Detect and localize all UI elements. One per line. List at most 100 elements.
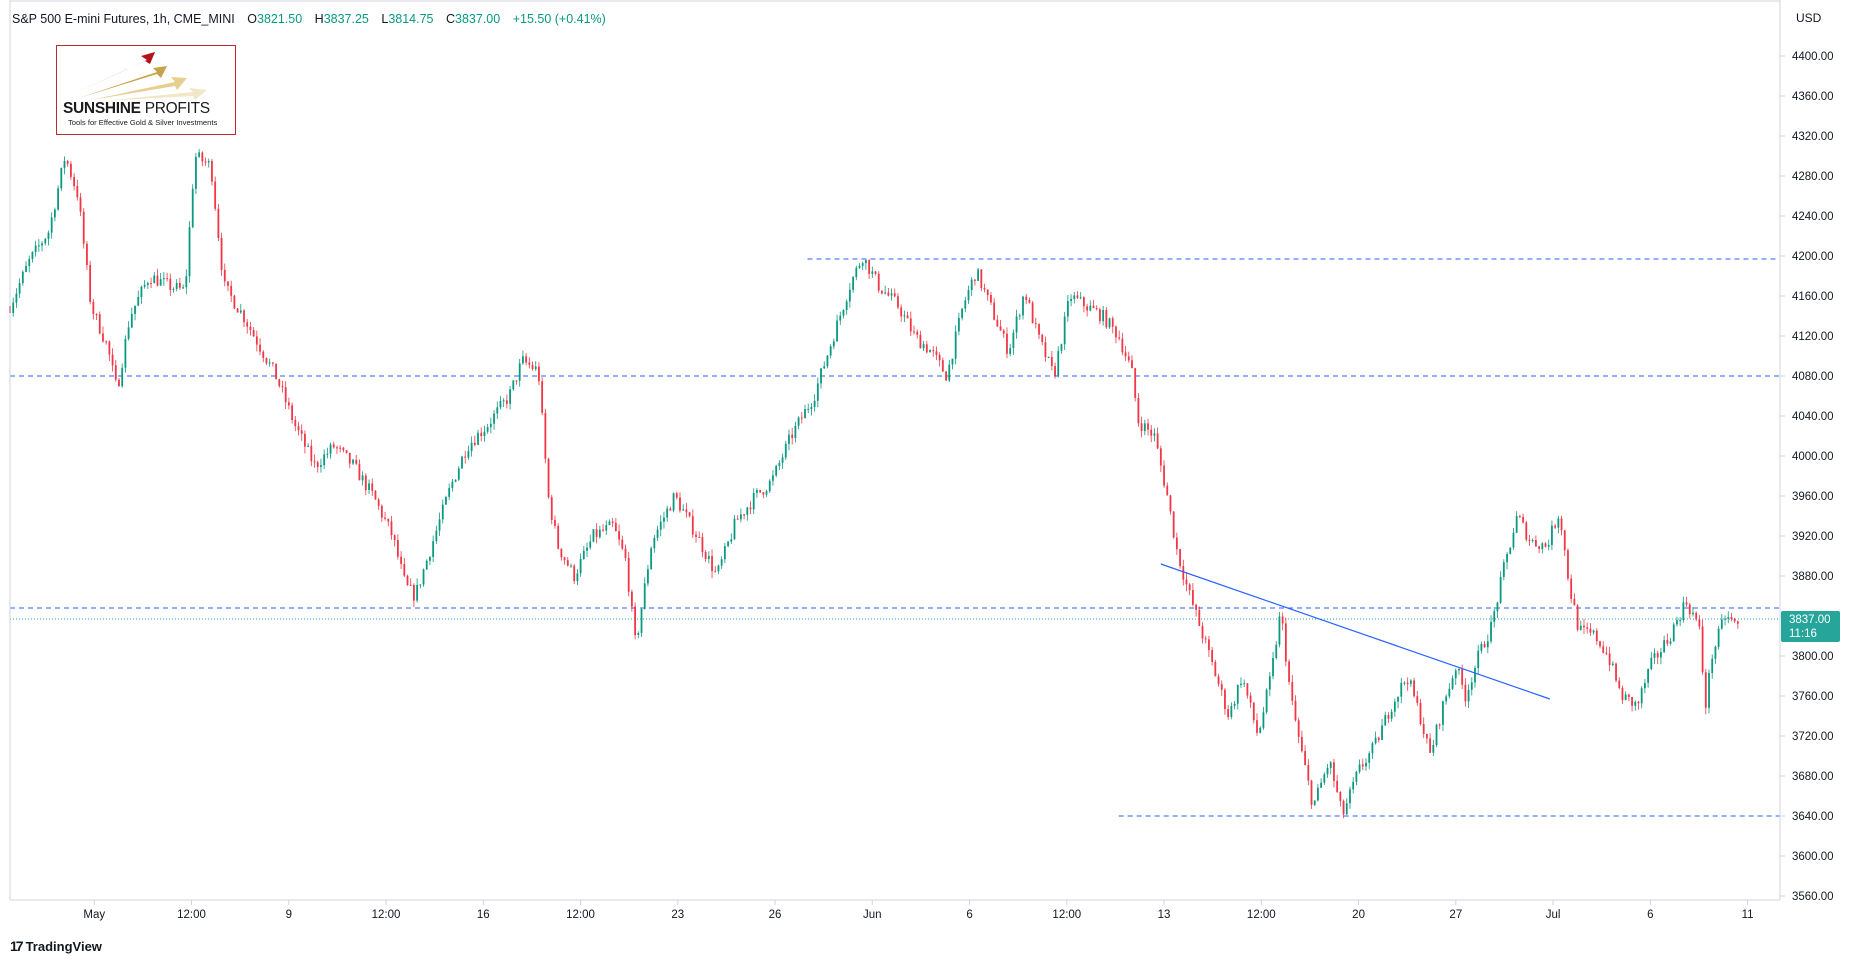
candle-body xyxy=(890,293,893,296)
price-tick-label: 3680.00 xyxy=(1792,771,1834,783)
candle-body xyxy=(1243,683,1246,685)
candle-body xyxy=(1304,751,1306,765)
candle-body xyxy=(1310,780,1313,805)
candle-body xyxy=(1262,712,1265,728)
tradingview-brand[interactable]: 17 TradingView xyxy=(10,938,102,954)
price-tick-label: 4040.00 xyxy=(1792,411,1834,423)
candle-body xyxy=(1179,549,1181,567)
candle-body xyxy=(736,518,739,520)
candle-body xyxy=(672,493,675,511)
candle-body xyxy=(1618,680,1621,688)
candle-body xyxy=(1589,628,1592,633)
candle-body xyxy=(416,584,419,601)
candle-body xyxy=(284,387,287,403)
candle-body xyxy=(1329,762,1332,769)
candle-body xyxy=(1435,724,1438,746)
candle-body xyxy=(98,314,101,334)
candle-body xyxy=(1220,684,1223,690)
candle-body xyxy=(909,318,912,332)
candle-body xyxy=(970,279,973,291)
candle-body xyxy=(1720,619,1723,629)
candle-body xyxy=(461,456,463,469)
candle-body xyxy=(111,354,114,366)
time-tick-label: 12:00 xyxy=(1247,909,1276,921)
candle-body xyxy=(326,453,329,455)
candle-body xyxy=(980,269,983,288)
candle-body xyxy=(1166,485,1169,496)
time-axis-labels[interactable]: May 12:00 9 12:00 16 12:00 23 26 Jun 6 12:00 13 12:0… xyxy=(83,900,1754,921)
candle-body xyxy=(1256,720,1258,733)
time-tick-label: 12:00 xyxy=(566,909,595,921)
candle-body xyxy=(1573,598,1576,606)
candle-body xyxy=(259,344,261,352)
candle-body xyxy=(419,584,422,586)
candle-body xyxy=(287,402,290,406)
candle-body xyxy=(993,302,996,320)
candle-body xyxy=(1050,356,1053,367)
candle-body xyxy=(114,365,117,380)
candle-body xyxy=(134,305,136,314)
candle-body xyxy=(820,368,822,384)
time-tick-label: 12:00 xyxy=(372,909,401,921)
candle-body xyxy=(201,152,204,162)
candle-body xyxy=(1031,302,1034,324)
candle-body xyxy=(1663,640,1666,653)
candle-body xyxy=(239,310,242,313)
candle-body xyxy=(903,315,906,317)
candle-body xyxy=(717,565,720,572)
candle-body xyxy=(1515,516,1518,533)
trendline-layer[interactable] xyxy=(1160,563,1551,700)
candle-body xyxy=(1714,646,1717,659)
candle-body xyxy=(464,456,467,458)
candle-body xyxy=(1448,688,1451,697)
candle-body xyxy=(1204,638,1207,640)
price-tick-label: 4240.00 xyxy=(1792,211,1834,223)
candle-body xyxy=(1076,295,1079,298)
candle-body xyxy=(1490,621,1492,642)
candle-body xyxy=(586,547,588,551)
candle-body xyxy=(1240,683,1242,686)
time-tick-label: 27 xyxy=(1449,909,1462,921)
candle-body xyxy=(848,289,851,302)
candle-body xyxy=(512,380,515,390)
candle-body xyxy=(1300,736,1303,752)
price-tick-label: 3960.00 xyxy=(1792,491,1834,503)
candle-body xyxy=(1583,625,1585,628)
currency-label[interactable]: USD xyxy=(1796,11,1822,25)
candle-body xyxy=(454,479,457,482)
candle-body xyxy=(15,293,18,303)
candle-body xyxy=(1554,525,1557,528)
candle-body xyxy=(1018,315,1021,317)
candle-body xyxy=(1022,296,1024,316)
candle-body xyxy=(1711,658,1714,674)
candle-body xyxy=(772,475,774,481)
logo-wordmark: SUNSHINE PROFITS xyxy=(63,100,210,118)
price-axis-labels[interactable]: 4400.00 4360.00 4320.00 4280.00 4240.00 4200.… xyxy=(1780,51,1834,903)
time-tick-label: 16 xyxy=(477,909,490,921)
symbol-legend[interactable]: S&P 500 E-mini Futures, 1h, CME_MINI O38… xyxy=(12,12,606,26)
candle-body xyxy=(1211,650,1214,662)
price-tick-label: 4280.00 xyxy=(1792,171,1834,183)
price-tick-label: 3560.00 xyxy=(1792,891,1834,903)
candle-body xyxy=(1368,753,1371,763)
trendline[interactable] xyxy=(1160,563,1551,700)
candle-body xyxy=(332,444,335,448)
candle-body xyxy=(313,461,316,463)
candle-body xyxy=(291,405,293,420)
candle-body xyxy=(502,400,505,402)
candle-body xyxy=(685,509,688,513)
candle-body xyxy=(188,227,191,277)
open-label: O xyxy=(247,12,257,26)
candle-body xyxy=(18,283,21,294)
time-tick-label: Jun xyxy=(863,909,882,921)
candle-body xyxy=(162,278,165,280)
candle-body xyxy=(861,263,864,266)
candle-body xyxy=(28,258,31,267)
candle-body xyxy=(1502,562,1505,577)
symbol-title[interactable]: S&P 500 E-mini Futures, 1h, CME_MINI xyxy=(12,12,235,26)
candle-body xyxy=(339,447,342,449)
candle-body xyxy=(246,322,249,327)
candle-body xyxy=(666,508,669,518)
price-tick-label: 3600.00 xyxy=(1792,851,1834,863)
